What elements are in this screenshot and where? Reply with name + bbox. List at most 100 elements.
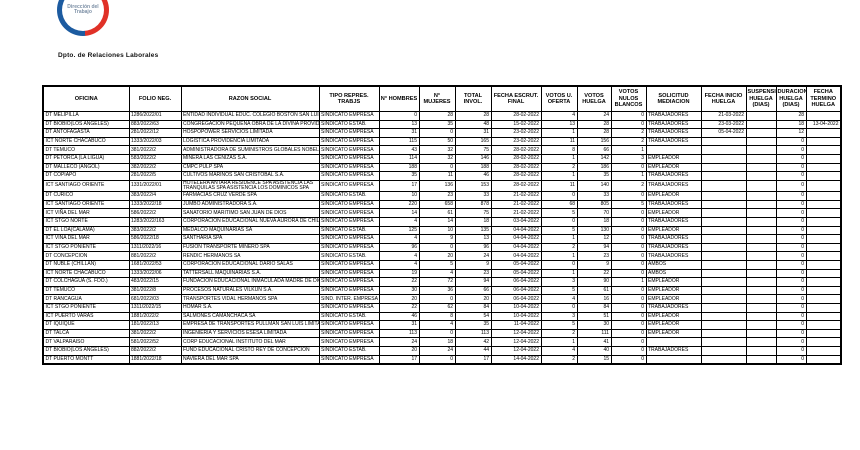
cell-n-mujeres: 658 — [418, 199, 456, 210]
cell-n-hombres: 22 — [378, 302, 420, 313]
cell-total-invol: 84 — [454, 302, 492, 313]
cell-total-invol: 20 — [454, 294, 492, 304]
cell-total-invol: 44 — [454, 345, 492, 356]
cell-fecha-termino-huelga — [805, 302, 842, 313]
cell-tipo-repres-trabjs: SINDICATO EMPRESA — [318, 277, 380, 287]
column-header-votos-nulos-blancos: VOTOS NULOS BLANCOS — [610, 85, 647, 112]
cell-fecha-inicio-huelga — [700, 191, 747, 201]
cell-oficina: DT ÑUBLE (CHILLAN) — [42, 260, 130, 270]
cell-fecha-inicio-huelga — [700, 285, 747, 296]
cell-duracion-huelga-dias: 0 — [775, 251, 807, 261]
cell-n-hombres: 4 — [378, 217, 420, 227]
cell-fecha-inicio-huelga — [700, 345, 747, 356]
cell-n-mujeres: 136 — [418, 179, 456, 193]
column-header-votos-huelga: VOTOS HUELGA — [576, 85, 612, 112]
cell-fecha-termino-huelga — [805, 277, 842, 287]
cell-razon-social: SANTHARIA SPA — [180, 234, 320, 244]
cell-fecha-escrut-final: 05-04-2022 — [490, 268, 542, 279]
cell-fecha-termino-huelga — [805, 208, 842, 219]
cell-razon-social: ENTIDAD INDIVIDUAL EDUC. COLEGIO BOSTON … — [180, 111, 320, 121]
cell-duracion-huelga-dias: 0 — [775, 199, 807, 210]
cell-tipo-repres-trabjs: SINDICATO EMPRESA — [318, 320, 380, 330]
table-row: DT IQUIQUE 181/2022/13 EMPRESA DE TRANSPOR… — [42, 320, 842, 330]
cell-suspension-huelga-dias — [745, 217, 777, 227]
cell-votos-huelga: 84 — [576, 302, 612, 313]
cell-fecha-escrut-final: 10-04-2022 — [490, 311, 542, 322]
column-header-suspension-huelga-dias: SUSPENSION HUELGA (DIAS) — [745, 85, 777, 112]
cell-votos-u-oferta: 5 — [540, 320, 578, 330]
cell-fecha-inicio-huelga: 23-03-2022 — [700, 119, 747, 130]
cell-fecha-escrut-final: 06-04-2022 — [490, 294, 542, 304]
cell-fecha-termino-huelga — [805, 153, 842, 164]
cell-tipo-repres-trabjs: SINDICATO EMPRESA — [318, 145, 380, 155]
cell-fecha-escrut-final: 04-04-2022 — [490, 225, 542, 236]
cell-oficina: ICT SANTIAGO ORIENTE — [42, 199, 130, 210]
cell-votos-nulos-blancos: 0 — [610, 217, 647, 227]
cell-suspension-huelga-dias — [745, 242, 777, 253]
cell-folio-neg: 1333/2022/06 — [128, 268, 182, 279]
cell-votos-u-oferta: 0 — [540, 302, 578, 313]
cell-folio-neg: 681/2022/03 — [128, 294, 182, 304]
cell-n-mujeres: 0 — [418, 162, 456, 173]
cell-tipo-repres-trabjs: SINDICATO EMPRESA — [318, 208, 380, 219]
cell-razon-social: CORPORACION EDUCACIONAL NUEVA AURORA DE … — [180, 217, 320, 227]
cell-solicitud-mediacion: EMPLEADOR — [645, 311, 702, 322]
cell-fecha-termino-huelga — [805, 179, 842, 193]
header-row: OFICINA FOLIO NEG. RAZON SOCIAL TIPO REPRES… — [42, 85, 842, 112]
cell-tipo-repres-trabjs: SINDICATO EMPRESA — [318, 171, 380, 181]
cell-n-mujeres: 18 — [418, 337, 456, 347]
cell-folio-neg: 381/2022/8 — [128, 285, 182, 296]
strikes-report-table: OFICINA FOLIO NEG. RAZON SOCIAL TIPO REPRES… — [42, 85, 842, 366]
cell-n-hombres: 4 — [378, 260, 420, 270]
table-row: DT PUERTO MONTT 1881/2022/18 NAVIERA DEL M… — [42, 354, 842, 365]
cell-fecha-inicio-huelga — [700, 302, 747, 313]
cell-tipo-repres-trabjs: SINDICATO EMPRESA — [318, 242, 380, 253]
cell-votos-huelga: 111 — [576, 328, 612, 339]
table-row: ICT SANTIAGO ORIENTE 1331/2022/01 HOTELERA… — [42, 179, 842, 193]
cell-fecha-inicio-huelga — [700, 268, 747, 279]
column-header-folio-neg: FOLIO NEG. — [128, 85, 182, 112]
cell-votos-huelga: 140 — [576, 179, 612, 193]
cell-votos-u-oferta: 4 — [540, 294, 578, 304]
cell-votos-huelga: 16 — [576, 294, 612, 304]
cell-votos-huelga: 70 — [576, 208, 612, 219]
column-header-fecha-termino-huelga: FECHA TERMINO HUELGA — [805, 85, 842, 112]
cell-fecha-inicio-huelga — [700, 242, 747, 253]
cell-fecha-termino-huelga — [805, 311, 842, 322]
cell-razon-social: PROCESOS NATURALES VILKUN S.A. — [180, 285, 320, 296]
cell-votos-u-oferta: 8 — [540, 145, 578, 155]
cell-fecha-inicio-huelga — [700, 234, 747, 244]
cell-total-invol: 9 — [454, 260, 492, 270]
cell-fecha-escrut-final: 28-02-2022 — [490, 145, 542, 155]
cell-total-invol: 878 — [454, 199, 492, 210]
cell-duracion-huelga-dias: 0 — [775, 268, 807, 279]
cell-total-invol: 17 — [454, 354, 492, 365]
cell-suspension-huelga-dias — [745, 225, 777, 236]
cell-razon-social: HOMAR S.A. — [180, 302, 320, 313]
cell-total-invol: 66 — [454, 285, 492, 296]
cell-duracion-huelga-dias: 28 — [775, 111, 807, 121]
cell-votos-u-oferta: 5 — [540, 225, 578, 236]
cell-votos-huelga: 18 — [576, 217, 612, 227]
cell-suspension-huelga-dias — [745, 260, 777, 270]
cell-oficina: DT RANCAGUA — [42, 294, 130, 304]
cell-votos-nulos-blancos: 3 — [610, 153, 647, 164]
cell-solicitud-mediacion: EMPLEADOR — [645, 328, 702, 339]
cell-tipo-repres-trabjs: SINDICATO ESTAB. — [318, 251, 380, 261]
cell-razon-social: MINERA LAS CENIZAS S.A. — [180, 153, 320, 164]
cell-fecha-escrut-final: 28-02-2022 — [490, 111, 542, 121]
cell-total-invol: 48 — [454, 119, 492, 130]
cell-votos-huelga: 15 — [576, 354, 612, 365]
table-row: DT BIOBIO(LOS ANGELES) 882/2022/2 FUND EDU… — [42, 345, 842, 356]
cell-fecha-inicio-huelga — [700, 208, 747, 219]
cell-oficina: DT PUERTO MONTT — [42, 354, 130, 365]
cell-duracion-huelga-dias: 0 — [775, 136, 807, 147]
cell-votos-u-oferta: 2 — [540, 354, 578, 365]
cell-suspension-huelga-dias — [745, 153, 777, 164]
cell-votos-u-oferta: 1 — [540, 337, 578, 347]
cell-votos-huelga: 40 — [576, 345, 612, 356]
column-header-duracion-huelga-dias: DURACION HUELGA (DIAS) — [775, 85, 807, 112]
cell-razon-social: EMPRESA DE TRANSPORTES PULLMAN SAN LUIS … — [180, 320, 320, 330]
cell-folio-neg: 581/2022/52 — [128, 337, 182, 347]
cell-duracion-huelga-dias: 0 — [775, 320, 807, 330]
